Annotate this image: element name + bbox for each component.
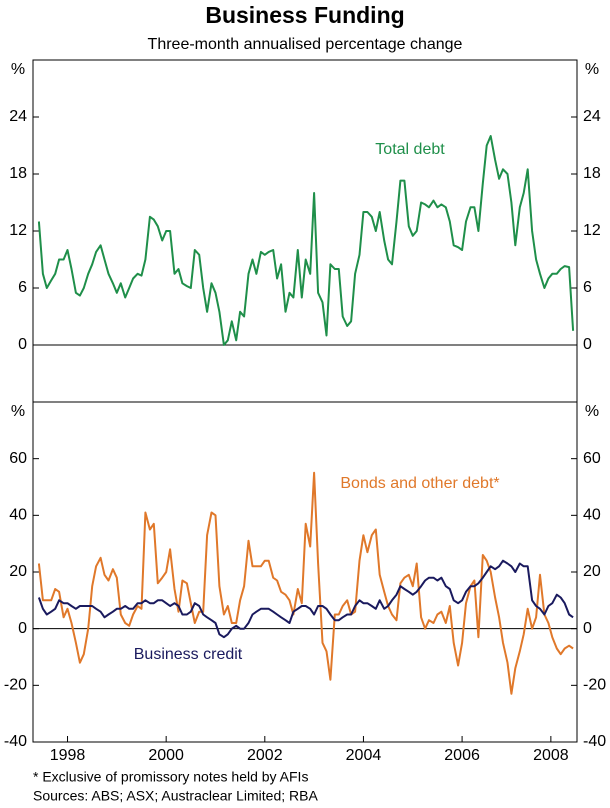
series-label: Bonds and other debt* xyxy=(340,475,499,492)
series-label: Business credit xyxy=(134,646,243,663)
y2-tick-label: -20 xyxy=(583,677,606,694)
y2-tick-label: -40 xyxy=(583,733,606,750)
y-tick-label: 0 xyxy=(18,336,27,353)
y2-tick-label: 20 xyxy=(583,563,601,580)
data-line xyxy=(37,559,574,639)
y2-tick-label: 60 xyxy=(583,450,601,467)
y2-tick-label: 18 xyxy=(583,165,601,182)
y-tick-label: 20 xyxy=(9,563,27,580)
y-tick-label: 60 xyxy=(9,450,27,467)
y2-axis-label: % xyxy=(585,403,599,420)
y-tick-label: 6 xyxy=(18,279,27,296)
y2-tick-label: 40 xyxy=(583,507,601,524)
y-tick-label: -20 xyxy=(4,677,27,694)
frame xyxy=(32,59,578,743)
y-tick-label: 12 xyxy=(9,222,27,239)
x-tick-label: 1998 xyxy=(50,747,86,764)
y2-axis-label: % xyxy=(585,61,599,78)
x-tick-label: 2000 xyxy=(148,747,184,764)
y2-tick-label: 0 xyxy=(583,620,592,637)
x-tick-label: 2008 xyxy=(533,747,569,764)
y2-tick-label: 24 xyxy=(583,108,601,125)
y-tick-label: 24 xyxy=(9,108,27,125)
y-tick-label: 18 xyxy=(9,165,27,182)
x-tick-label: 2002 xyxy=(247,747,283,764)
y2-tick-label: 6 xyxy=(583,279,592,296)
y2-tick-label: 0 xyxy=(583,336,592,353)
y-axis-label: % xyxy=(11,403,25,420)
y2-tick-label: 12 xyxy=(583,222,601,239)
x-tick-label: 2004 xyxy=(346,747,382,764)
y-tick-label: 0 xyxy=(18,620,27,637)
source-note: Sources: ABS; ASX; Austraclear Limited; … xyxy=(33,788,318,804)
data-line xyxy=(37,135,575,346)
chart-subtitle: Three-month annualised percentage change xyxy=(148,36,463,53)
y-axis-label: % xyxy=(11,61,25,78)
data-line xyxy=(37,471,574,695)
chart-title: Business Funding xyxy=(205,2,404,28)
series-label: Total debt xyxy=(375,141,445,158)
footnote: * Exclusive of promissory notes held by … xyxy=(33,769,308,785)
y-tick-label: -40 xyxy=(4,733,27,750)
x-tick-label: 2006 xyxy=(444,747,480,764)
y-tick-label: 40 xyxy=(9,507,27,524)
